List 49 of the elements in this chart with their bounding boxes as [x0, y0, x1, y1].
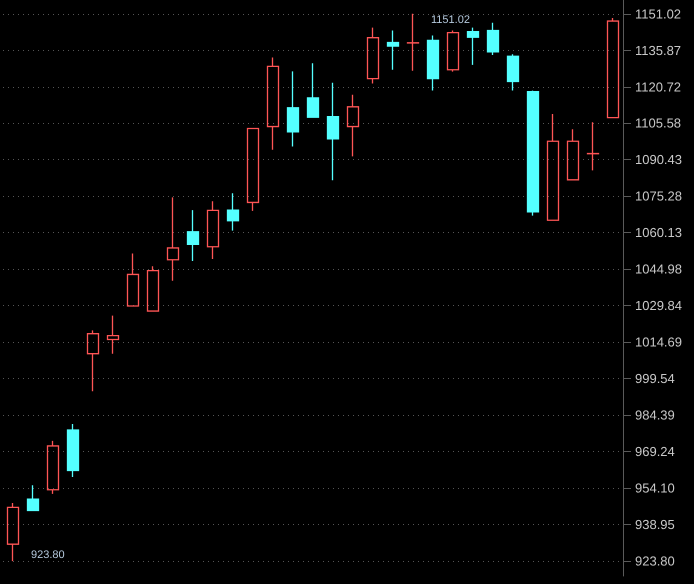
candlestick	[46, 440, 60, 495]
candlestick	[526, 90, 540, 216]
y-tick-label: 1060.13	[635, 225, 682, 240]
candlestick	[566, 128, 580, 180]
candlestick	[166, 196, 180, 282]
y-tick-label: 1044.98	[635, 262, 682, 277]
y-tick-label: 1135.87	[635, 42, 682, 58]
y-tick-label: 1120.72	[635, 79, 682, 94]
candlestick	[326, 82, 340, 181]
y-tick-label: 1014.69	[635, 334, 682, 350]
candlestick	[86, 330, 100, 392]
candlestick	[286, 70, 300, 148]
candlestick	[226, 192, 240, 232]
y-tick-label: 1151.02	[635, 6, 682, 22]
annotation: 923.80	[31, 549, 65, 562]
y-tick-label: 1090.43	[635, 152, 682, 168]
candlestick	[586, 122, 600, 172]
candlestick	[406, 13, 420, 72]
candlestick	[546, 113, 560, 221]
candlestick	[186, 209, 200, 262]
annotation: 1151.02	[431, 14, 470, 26]
candlestick	[66, 423, 80, 478]
y-tick-label: 969.24	[635, 444, 675, 460]
candlestick	[146, 266, 160, 312]
candlestick	[506, 54, 520, 92]
candlestick	[446, 30, 460, 72]
candlestick	[466, 26, 480, 66]
y-tick-label: 1075.28	[635, 188, 682, 204]
candlestick	[346, 94, 360, 158]
y-tick-label: 1105.58	[635, 116, 682, 131]
y-tick-label: 938.95	[635, 517, 675, 532]
y-tick-label: 984.39	[635, 408, 675, 423]
candlestick	[426, 34, 440, 92]
candlestick	[386, 30, 400, 70]
candlestick	[246, 128, 260, 212]
candlestick	[126, 252, 140, 307]
candlestick	[306, 62, 320, 118]
candlestick	[606, 17, 620, 118]
y-tick-label: 954.10	[635, 480, 675, 496]
candlestick	[106, 314, 120, 354]
candlestick	[486, 22, 500, 56]
candlestick	[266, 56, 280, 150]
candlestick	[26, 484, 40, 512]
candlestick	[206, 200, 220, 260]
candlestick	[6, 502, 20, 562]
candlestick	[366, 26, 380, 84]
y-tick-label: 1029.84	[635, 298, 682, 314]
y-tick-label: 923.80	[635, 554, 675, 569]
y-tick-label: 999.54	[635, 371, 675, 386]
